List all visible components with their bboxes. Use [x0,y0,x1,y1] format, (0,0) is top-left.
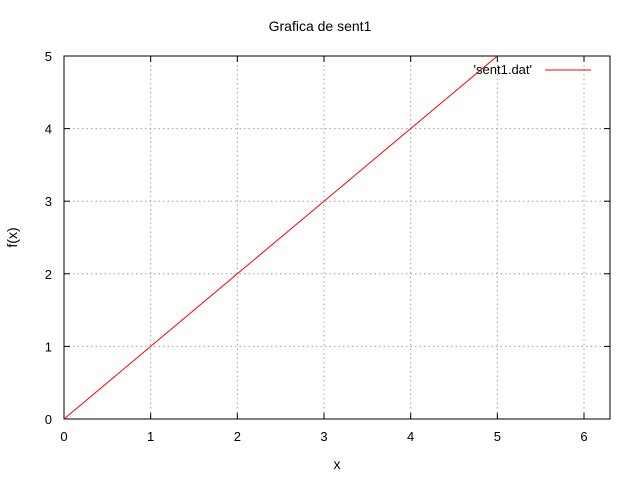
x-tick-label: 0 [60,429,67,444]
y-axis: 0 1 2 3 4 5 [45,49,610,427]
y-tick-label: 2 [45,267,52,282]
y-tick-label: 3 [45,194,52,209]
x-axis: 0 1 2 3 4 5 6 [60,56,588,444]
series-layer [63,55,498,420]
plot-frame [63,55,611,420]
legend-label: 'sent1.dat' [474,62,532,77]
x-tick-label: 2 [234,429,241,444]
x-tick-label: 6 [580,429,587,444]
y-tick-label: 0 [45,412,52,427]
y-tick-label: 1 [45,339,52,354]
grid [64,56,610,419]
y-tick-label: 4 [45,122,52,137]
x-tick-label: 1 [147,429,154,444]
y-axis-label: f(x) [4,227,20,247]
legend: 'sent1.dat' [474,62,591,77]
x-tick-label: 3 [320,429,327,444]
x-axis-label: x [334,456,341,472]
x-tick-label: 4 [407,429,414,444]
x-tick-label: 5 [494,429,501,444]
chart-title: Grafica de sent1 [269,18,372,34]
series-line-0 [63,55,498,420]
y-tick-label: 5 [45,49,52,64]
